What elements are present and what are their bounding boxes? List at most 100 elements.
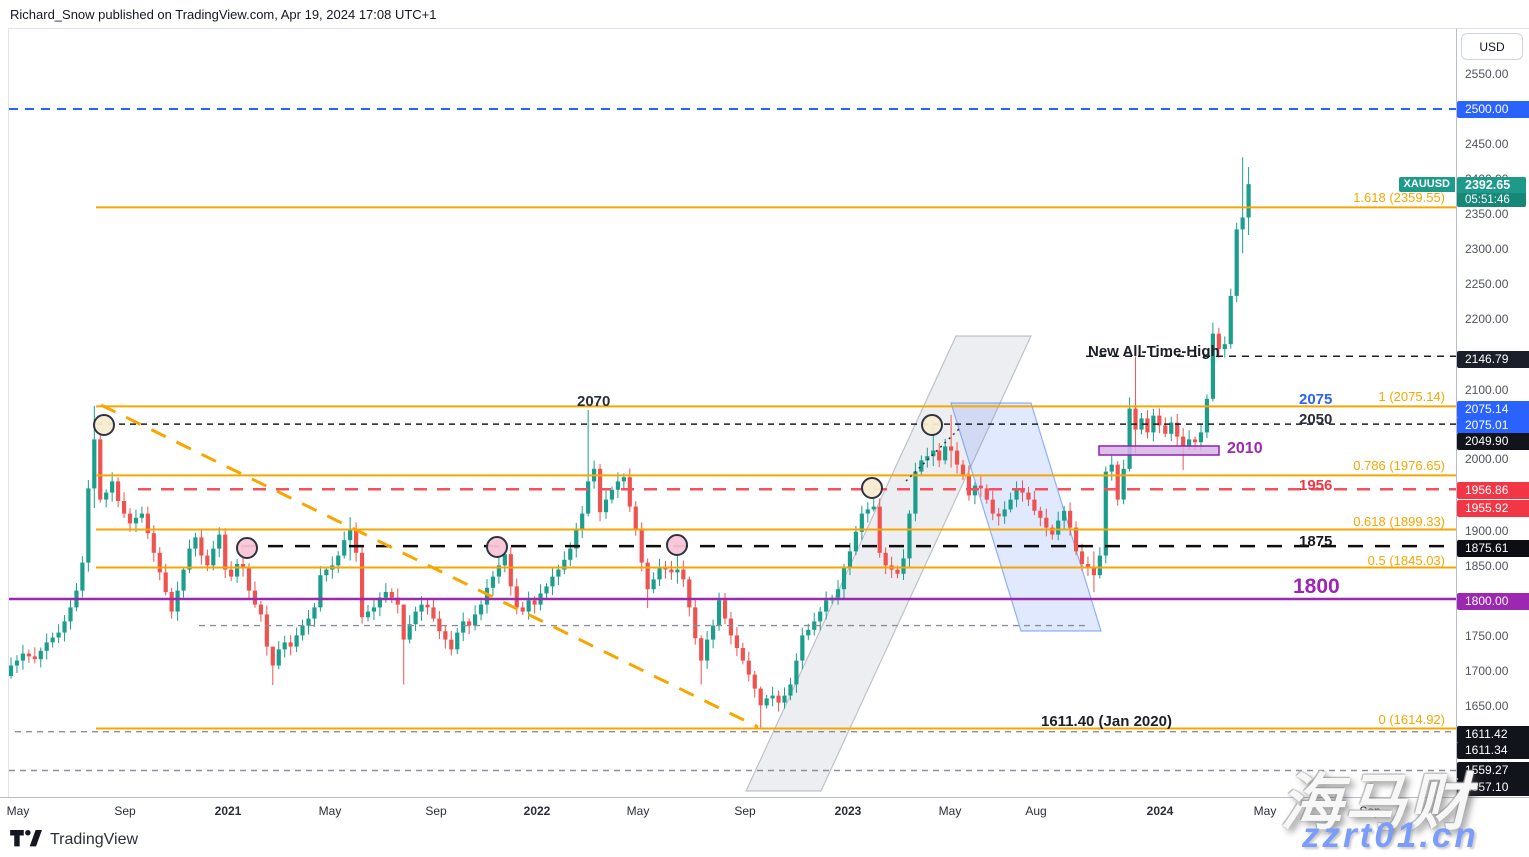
candle-body [1020,488,1025,493]
candle-body [937,450,942,461]
chart-pane[interactable]: New All-Time-High 2070 2075 2050 2010 1956 187… [8,28,1456,798]
candle-body [50,637,55,643]
candle-body [68,607,73,622]
candle-body [1115,464,1120,500]
candle-body [342,540,347,556]
candle-body [711,625,716,640]
time-axis-label: 2021 [214,804,242,818]
candle-body [217,534,222,549]
candle-body [282,642,287,650]
candle-body [473,614,478,626]
candle-body [240,564,246,567]
candle-body [383,592,388,598]
tradingview-link[interactable]: TradingView [10,830,138,850]
candle-body [1127,408,1132,469]
candle-body [163,572,168,592]
price-level-tag: 1557.10 [1457,779,1529,796]
candle-body [1056,520,1061,535]
circle-marker[interactable] [236,537,258,559]
candle-body [181,569,186,591]
price-axis[interactable]: USD 2550.002450.002400.002350.002300.002… [1456,28,1529,798]
candle-body [1103,471,1108,556]
last-price-value: 2392.65 [1457,177,1526,193]
candle-body [490,576,496,588]
candle-body [229,569,234,577]
candle-body [44,642,49,651]
candle-body [794,660,799,685]
downtrend-dashed[interactable] [100,403,759,729]
candle-body [841,568,847,590]
candle-body [782,695,787,703]
chart-annotation: 1956 [1299,477,1333,494]
currency-button[interactable]: USD [1461,33,1523,60]
candle-body [26,653,31,657]
candle-body [336,555,341,566]
descending-channel[interactable] [950,402,1102,632]
circle-marker[interactable] [861,477,883,499]
candle-body [1002,509,1007,517]
chart-annotation: 1875 [1299,533,1333,550]
candle-body [954,450,960,465]
candle-body [758,688,763,706]
candle-body [1240,217,1245,230]
watermark-url-text: zzrt01.cn [1302,816,1479,855]
candle-body [1038,510,1043,518]
candle-body [354,530,359,553]
chart-annotation: 2050 [1299,411,1333,428]
candle-body [365,611,371,618]
time-axis[interactable]: May Sep 2021 May Sep 2022 May Sep 2023 May Aug 2024… [0,797,1529,824]
symbol-tag: XAUUSD [1398,177,1455,192]
candle-body [1032,499,1037,511]
candle-body [883,552,888,566]
candle-body [949,446,954,451]
candle-body [377,597,382,608]
candle-body [431,607,436,619]
candle-body [425,604,430,608]
candle-body [978,485,983,489]
circle-marker[interactable] [666,534,688,556]
fib-level-label: 0 (1614.92) [1378,712,1446,727]
price-level-tag: 1611.34 [1457,742,1529,759]
candle-body [1085,564,1091,567]
candle-body [788,684,793,696]
candle-body [901,558,906,574]
candle-body [1008,499,1013,510]
candle-body [318,575,323,608]
circle-marker[interactable] [921,414,943,436]
candle-body [597,468,603,513]
candle-body [92,439,97,489]
mini-dotted-trendline[interactable] [905,426,962,482]
candle-body [925,456,930,461]
last-price-tag: 2392.65 05:51:46 [1457,177,1526,207]
fib-level-label: 0.618 (1899.33) [1353,514,1445,529]
price-box-2010[interactable] [1098,445,1220,456]
candle-body [1204,398,1210,433]
candle-body [478,604,484,615]
circle-marker[interactable] [93,414,115,436]
candle-body [38,650,43,660]
chart-annotation: 2010 [1227,440,1263,457]
ascending-channel[interactable] [745,335,1032,792]
price-gridline-label: 2100.00 [1465,383,1509,397]
candle-body [151,533,156,553]
circle-marker[interactable] [486,536,508,558]
candle-body [1187,439,1192,447]
candle-body [1091,566,1096,576]
candle-body [1068,510,1073,528]
candle-body [187,548,192,570]
candle-body [324,569,329,576]
candle-body [532,600,537,605]
candle-body [776,695,781,703]
candle-body [300,625,305,636]
chart-annotation: 2070 [577,393,611,410]
candle-body [288,642,293,647]
candle-body [859,513,864,532]
candle-body [1014,488,1019,500]
fib-level-label: 0.5 (1845.03) [1367,553,1445,568]
price-level-tag: 1559.27 [1457,762,1529,779]
candle-body [270,646,275,666]
candle-body [990,499,995,514]
time-axis-label: Aug [1025,804,1047,818]
candle-body [443,631,448,640]
candlestick-plot[interactable] [9,29,1456,798]
